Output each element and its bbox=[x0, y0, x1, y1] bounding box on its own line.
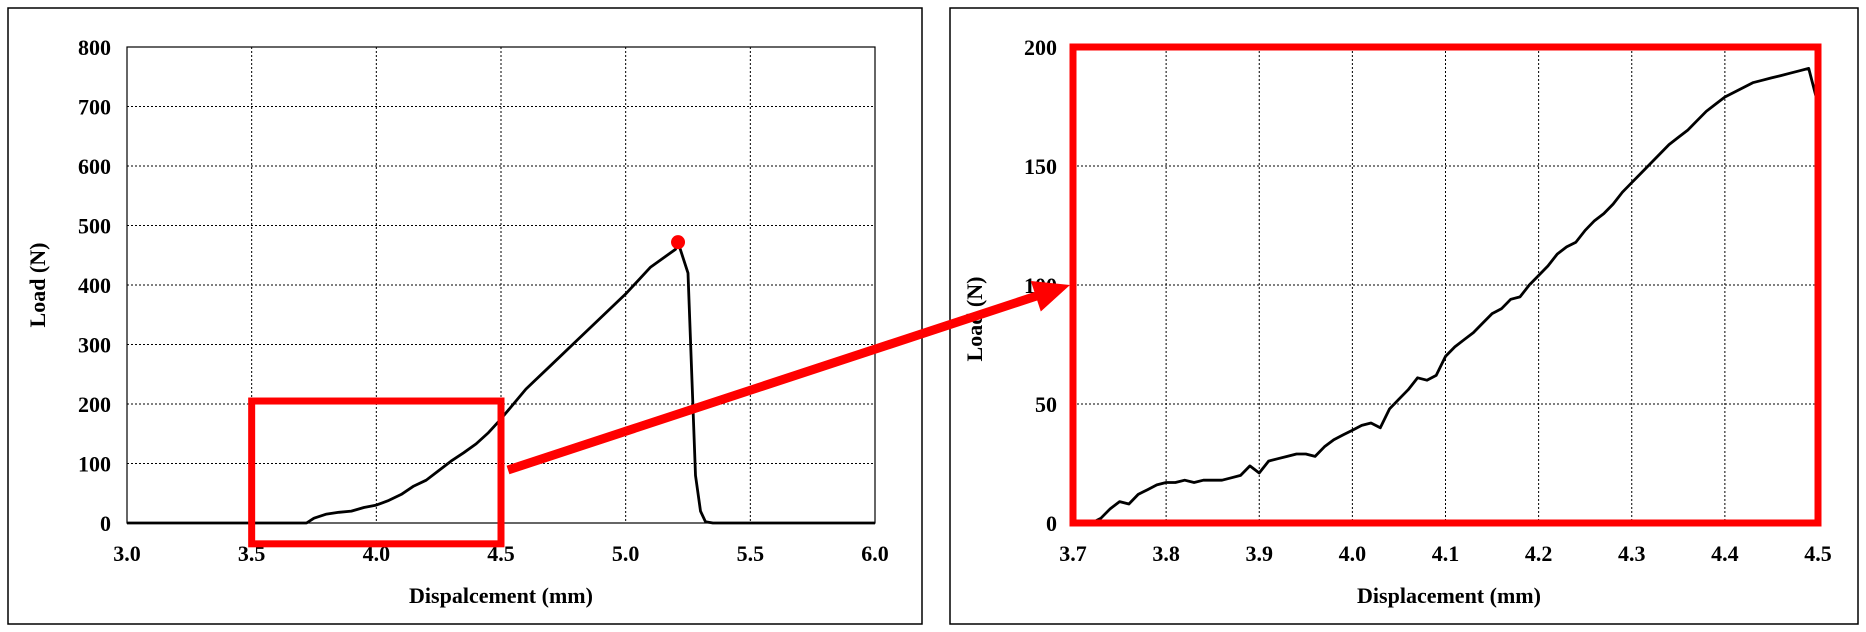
left-load-curve bbox=[127, 240, 875, 525]
x-tick-label: 4.0 bbox=[1339, 541, 1367, 566]
right-chart: 050100150200 3.73.83.94.04.14.24.34.44.5… bbox=[962, 35, 1832, 608]
y-tick-label: 500 bbox=[78, 214, 111, 239]
zoom-arrow bbox=[506, 290, 1042, 475]
y-tick-label: 300 bbox=[78, 333, 111, 358]
y-tick-label: 100 bbox=[78, 452, 111, 477]
y-tick-label: 600 bbox=[78, 154, 111, 179]
zoom-arrow-head bbox=[1030, 281, 1070, 312]
x-tick-label: 3.8 bbox=[1152, 541, 1180, 566]
zoom-box bbox=[248, 397, 505, 548]
x-tick-label: 3.9 bbox=[1246, 541, 1274, 566]
left-y-axis-label: Load (N) bbox=[25, 243, 50, 328]
peak-point bbox=[671, 235, 686, 250]
x-tick-label: 4.3 bbox=[1618, 541, 1646, 566]
y-tick-label: 800 bbox=[78, 35, 111, 60]
left-y-ticks: 0 100 200 300 400 500 600 700 800 bbox=[78, 35, 111, 536]
right-x-ticks: 3.7 3.8 3.9 4.0 4.1 4.2 4.3 4.4 4.5 bbox=[1059, 541, 1832, 566]
y-tick-label: 700 bbox=[78, 95, 111, 120]
right-x-axis-label: Displacement (mm) bbox=[1357, 583, 1541, 608]
x-tick-label: 4.1 bbox=[1432, 541, 1460, 566]
y-tick-label: 200 bbox=[78, 392, 111, 417]
right-load-curve bbox=[1090, 67, 1820, 525]
y-tick-label: 400 bbox=[78, 273, 111, 298]
x-tick-label: 5.5 bbox=[737, 541, 765, 566]
x-tick-label: 4.5 bbox=[1804, 541, 1832, 566]
y-tick-label: 0 bbox=[100, 511, 111, 536]
left-panel-border bbox=[7, 7, 923, 625]
right-y-ticks: 050100150200 bbox=[1024, 35, 1057, 536]
x-tick-label: 5.0 bbox=[612, 541, 640, 566]
x-tick-label: 4.4 bbox=[1711, 541, 1739, 566]
zoom-frame bbox=[1069, 43, 1822, 527]
right-grid bbox=[1073, 47, 1818, 523]
x-tick-label: 6.0 bbox=[861, 541, 889, 566]
y-tick-label: 50 bbox=[1035, 392, 1057, 417]
x-tick-label: 4.2 bbox=[1525, 541, 1553, 566]
y-tick-label: 150 bbox=[1024, 154, 1057, 179]
left-x-axis-label: Dispalcement (mm) bbox=[409, 583, 593, 608]
y-tick-label: 200 bbox=[1024, 35, 1057, 60]
x-tick-label: 3.0 bbox=[113, 541, 141, 566]
y-tick-label: 0 bbox=[1046, 511, 1057, 536]
x-tick-label: 3.7 bbox=[1059, 541, 1087, 566]
